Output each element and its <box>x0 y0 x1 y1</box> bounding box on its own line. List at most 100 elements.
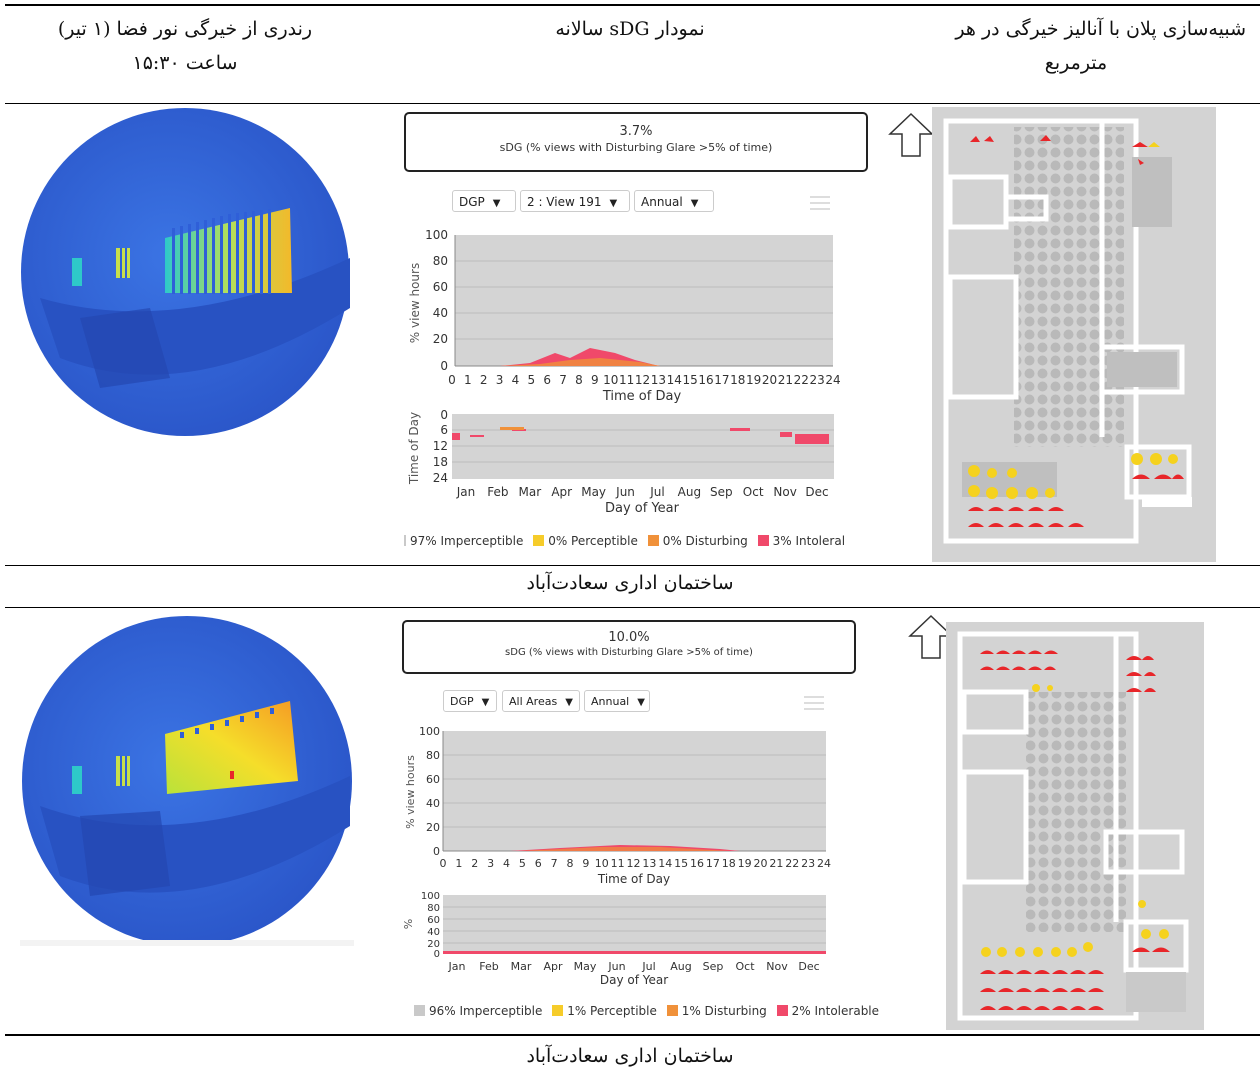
xtick: 23 <box>801 857 815 870</box>
header-render-line2: ساعت ۱۵:۳۰ <box>132 52 238 74</box>
metric-dropdown-2[interactable]: DGP ▼ <box>443 690 497 712</box>
view-dropdown-1[interactable]: 2 : View 191 ▼ <box>520 190 630 212</box>
render-2-base-strip <box>20 940 354 946</box>
xtick: 18 <box>722 857 736 870</box>
xtick: 2 <box>471 857 478 870</box>
xtick: Feb <box>479 960 498 973</box>
xtick: 17 <box>714 373 729 387</box>
xtick: Mar <box>518 485 541 499</box>
xtick: 6 <box>535 857 542 870</box>
legend-item: 96% Imperceptible <box>429 1004 543 1018</box>
ytick: 100 <box>419 725 440 738</box>
period-dropdown-1-value: Annual <box>641 195 683 209</box>
xtick: 6 <box>543 373 551 387</box>
glare-render-image-2 <box>20 616 354 946</box>
xtick: 13 <box>642 857 656 870</box>
xtick: Apr <box>551 485 572 499</box>
xtick: 13 <box>651 373 666 387</box>
ytick: 24 <box>433 471 448 485</box>
row1-bottom-rule <box>5 565 1260 566</box>
ytick: 20 <box>427 939 440 950</box>
glare-legend-2: 96% Imperceptible 1% Perceptible 1% Dist… <box>408 1004 879 1018</box>
xtick: 8 <box>567 857 574 870</box>
ytick: 80 <box>427 903 440 914</box>
header-plan-line2: مترمربع <box>1044 52 1108 74</box>
sdg-label-2: sDG (% views with Disturbing Glare >5% o… <box>505 647 753 658</box>
xtick: 8 <box>575 373 583 387</box>
ytick: 60 <box>433 280 448 294</box>
area-dropdown-2-value: All Areas <box>509 695 558 708</box>
area-dropdown-2[interactable]: All Areas ▼ <box>502 690 580 712</box>
header-sdg-chart: نمودار sDG سالانه <box>555 18 705 40</box>
header-bottom-rule <box>5 103 1260 104</box>
daily-chart-2: 100 80 60 40 20 0 0 1 2 3 4 5 6 7 8 9 10 11 12 13 14 15… <box>404 725 831 886</box>
xtick: 4 <box>512 373 520 387</box>
xtick: 19 <box>738 857 752 870</box>
xtick: 22 <box>785 857 799 870</box>
xtick: 11 <box>611 857 625 870</box>
legend-item: 2% Intolerable <box>791 1004 880 1018</box>
hamburger-menu-icon[interactable] <box>810 196 830 210</box>
xtick: 17 <box>706 857 720 870</box>
ytick: 100 <box>425 228 448 242</box>
annual-xlabel-1: Day of Year <box>605 501 680 516</box>
glare-seat-markers-1 <box>970 135 1160 165</box>
xtick: Jul <box>649 485 664 499</box>
metric-dropdown-1-value: DGP <box>459 195 485 209</box>
header-render: رندری از خیرگی نور فضا (۱ تیر) ساعت ۱۵:۳… <box>20 12 350 80</box>
xtick: Apr <box>543 960 563 973</box>
header-render-line1: رندری از خیرگی نور فضا (۱ تیر) <box>57 18 313 40</box>
xtick: Jun <box>615 485 635 499</box>
daily-ylabel-1: % view hours <box>408 263 422 343</box>
xtick: 7 <box>551 857 558 870</box>
ytick: 40 <box>426 797 440 810</box>
legend-item: 97% Imperceptible <box>410 534 524 548</box>
xtick: Aug <box>670 960 691 973</box>
xtick: 9 <box>582 857 589 870</box>
chevron-down-icon: ▼ <box>609 198 618 209</box>
floor-plan-glare-1 <box>932 107 1216 562</box>
xtick: Jan <box>456 485 476 499</box>
floor-plan-glare-2 <box>946 622 1204 1030</box>
sdg-label-1: sDG (% views with Disturbing Glare >5% o… <box>499 141 773 154</box>
ytick: 40 <box>427 927 440 938</box>
window-glare-2 <box>165 701 298 794</box>
metric-dropdown-1[interactable]: DGP ▼ <box>452 190 516 212</box>
xtick: 4 <box>503 857 510 870</box>
ytick: 6 <box>440 423 448 437</box>
daily-xlabel-2: Time of Day <box>597 872 670 886</box>
xtick: 24 <box>825 373 840 387</box>
xtick: 18 <box>730 373 745 387</box>
row-caption-2: ساختمان اداری سعادت‌آباد <box>526 1045 734 1067</box>
xtick: 19 <box>746 373 761 387</box>
chevron-down-icon: ▼ <box>637 697 645 708</box>
ytick: 60 <box>426 773 440 786</box>
period-dropdown-2[interactable]: Annual ▼ <box>584 690 650 712</box>
north-arrow-icon <box>888 112 934 157</box>
row2-bottom-rule <box>5 1034 1260 1036</box>
annual-heatmap-1: 0 6 12 18 24 Jan Feb Mar Apr May Jun Jul Aug Sep… <box>407 408 834 516</box>
xtick: 15 <box>682 373 697 387</box>
ytick: 80 <box>433 254 448 268</box>
xtick: 20 <box>762 373 777 387</box>
ytick: 18 <box>433 455 448 469</box>
row-caption-1: ساختمان اداری سعادت‌آباد <box>526 572 734 594</box>
xtick: 21 <box>778 373 793 387</box>
table-top-rule <box>5 4 1260 6</box>
xtick: 3 <box>496 373 504 387</box>
xtick: 14 <box>658 857 672 870</box>
xtick: 15 <box>674 857 688 870</box>
ytick: 0 <box>440 408 448 422</box>
xtick: 20 <box>754 857 768 870</box>
sdg-value-2: 10.0% <box>608 630 650 645</box>
xtick: Oct <box>743 485 764 499</box>
header-plan-simulation: شبیه‌سازی پلان با آنالیز خیرگی در هر متر… <box>886 12 1246 80</box>
hamburger-menu-icon[interactable] <box>804 696 824 710</box>
ytick: 100 <box>421 891 440 902</box>
period-dropdown-1[interactable]: Annual ▼ <box>634 190 714 212</box>
xtick: 1 <box>464 373 472 387</box>
xtick: Dec <box>798 960 819 973</box>
ytick: 80 <box>426 749 440 762</box>
sdg-summary-box-2: 10.0% sDG (% views with Disturbing Glare… <box>402 620 856 674</box>
annual-ylabel-1: Time of Day <box>407 412 421 485</box>
